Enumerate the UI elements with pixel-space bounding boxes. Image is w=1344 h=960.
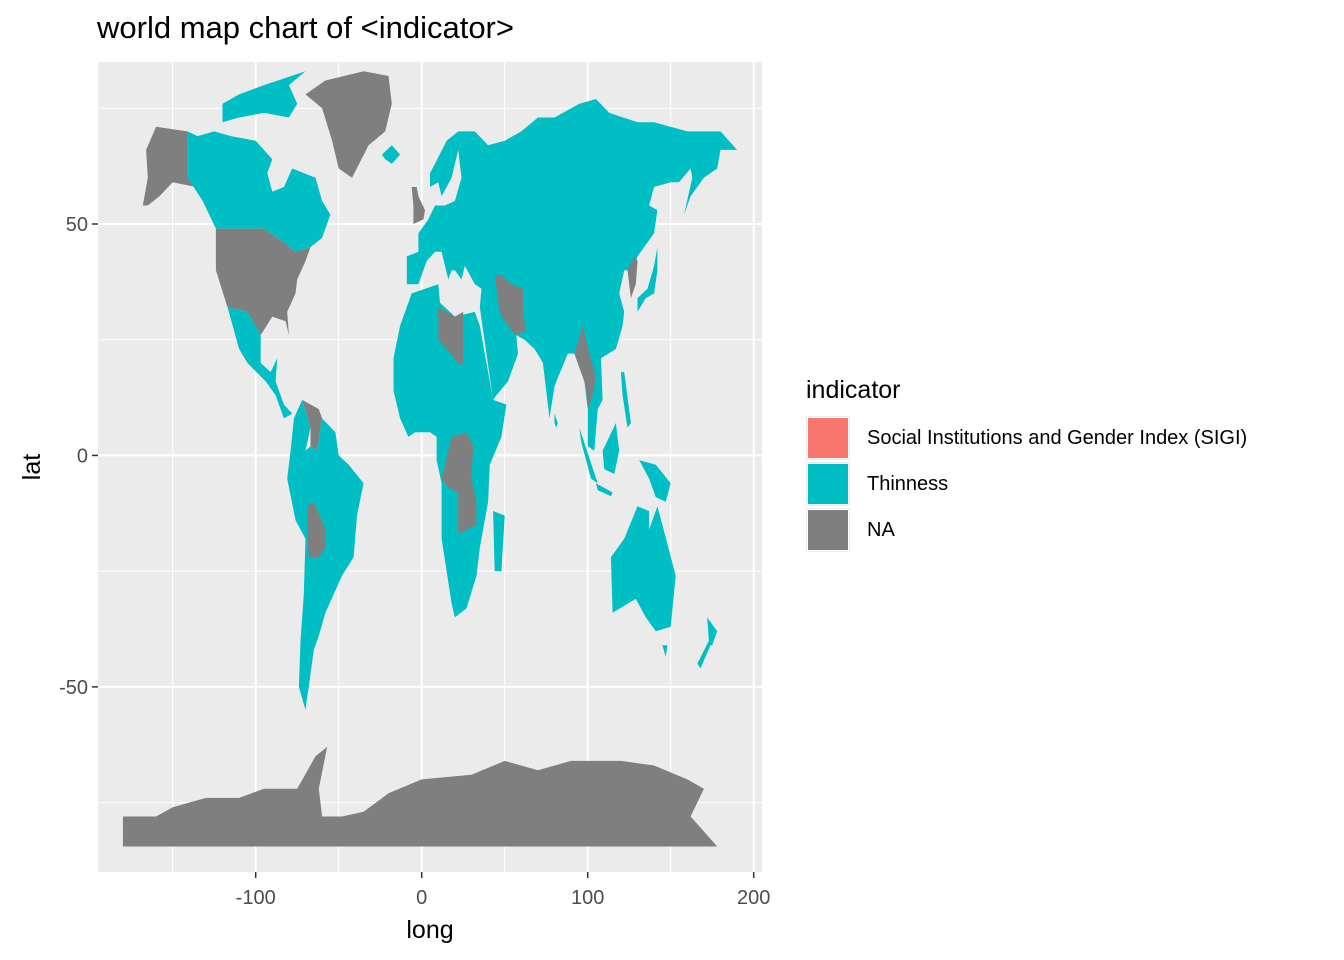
x-axis-label: long: [406, 916, 453, 944]
region-tasmania: [662, 645, 668, 657]
region-java: [596, 483, 613, 497]
y-tick-label: 0: [77, 445, 88, 467]
region-new-guinea: [639, 460, 671, 502]
country-regions: [122, 71, 738, 847]
region-sumatra: [579, 427, 598, 484]
region-venezuela: [302, 399, 323, 451]
region-madagascar: [493, 511, 505, 572]
legend-item-na: NA: [806, 507, 1247, 553]
y-tick-label: 50: [66, 214, 88, 236]
legend-label-na: NA: [867, 518, 895, 541]
region-norway-sweden-finland: [430, 131, 469, 197]
x-tick-label: 0: [416, 887, 427, 909]
region-united-states: [215, 228, 311, 336]
region-korea: [627, 256, 638, 299]
region-greenland: [305, 71, 392, 178]
y-tick-label: -50: [59, 677, 88, 699]
region-mexico-central-america: [227, 307, 293, 419]
x-tick-label: 200: [737, 887, 770, 909]
x-tick-label: 100: [571, 887, 604, 909]
legend-item-thinness: Thinness: [806, 461, 1247, 507]
region-iran: [494, 274, 527, 336]
region-australia: [610, 506, 676, 632]
x-tick-label: -100: [236, 887, 276, 909]
region-borneo: [602, 423, 620, 474]
region-new-zealand: [697, 617, 718, 669]
legend-swatch-sigi: [806, 416, 850, 460]
legend-swatch-na: [806, 508, 850, 552]
chart-title: world map chart of <indicator>: [97, 10, 514, 45]
region-canadian-arctic: [222, 71, 306, 123]
region-philippines: [620, 372, 631, 428]
region-iceland: [381, 145, 401, 164]
region-myanmar-thailand: [574, 325, 596, 410]
axes: -100 0 100 200 -50 0 50 long lat: [18, 214, 770, 944]
region-sri-lanka: [554, 413, 558, 428]
legend: indicator Social Institutions and Gender…: [806, 376, 1247, 553]
legend-item-sigi: Social Institutions and Gender Index (SI…: [806, 415, 1247, 461]
region-bolivia: [307, 501, 326, 558]
y-axis-label: lat: [18, 454, 46, 480]
region-south-america: [287, 418, 364, 710]
region-japan: [637, 247, 658, 312]
region-canada: [187, 131, 331, 252]
legend-swatch-thinness: [806, 462, 850, 506]
legend-label-sigi: Social Institutions and Gender Index (SI…: [867, 426, 1248, 449]
region-alaska: [142, 126, 196, 206]
legend-title: indicator: [806, 376, 901, 404]
legend-label-thinness: Thinness: [867, 472, 949, 495]
region-libya: [438, 307, 464, 366]
region-united-kingdom: [411, 187, 425, 224]
region-eurasia: [406, 99, 738, 451]
region-dr-congo-zambia: [441, 432, 477, 535]
region-colombia: [290, 399, 311, 470]
region-antarctica: [122, 747, 718, 847]
